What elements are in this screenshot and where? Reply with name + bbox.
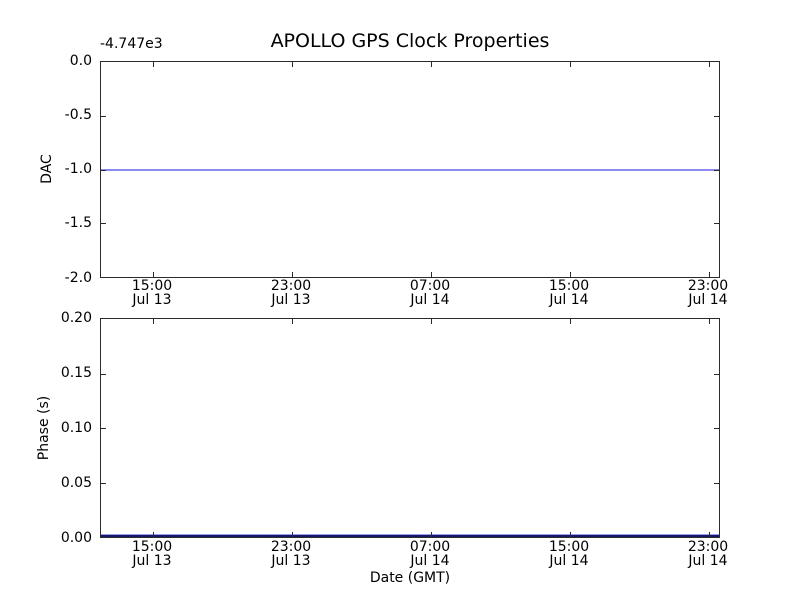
phase-series-line-highlight: [101, 534, 719, 535]
x-tick-label: 15:00 Jul 13: [107, 278, 197, 308]
y-tick-label: -0.5: [64, 107, 92, 123]
bottom-plot-area: [100, 318, 720, 538]
dac-series-line: [101, 168, 719, 171]
y-tick-label: 0.20: [60, 310, 92, 326]
x-tick-label: 23:00 Jul 14: [663, 278, 753, 308]
y-tick-mark: [101, 223, 106, 225]
x-tick-date: Jul 13: [132, 552, 172, 569]
x-tick-date: Jul 14: [688, 291, 728, 308]
x-tick-mark: [431, 62, 432, 67]
chart-title: APOLLO GPS Clock Properties: [270, 30, 550, 52]
x-tick-time: 23:00: [270, 278, 312, 294]
x-tick-mark: [709, 532, 710, 537]
x-tick-date: Jul 13: [271, 552, 311, 569]
x-tick-date: Jul 14: [410, 552, 450, 569]
x-tick-date: Jul 14: [688, 552, 728, 569]
x-tick-mark: [153, 319, 154, 324]
x-tick-mark: [709, 272, 710, 277]
y-tick-label: 0.15: [60, 365, 92, 381]
x-tick-time: 07:00: [409, 539, 451, 555]
x-tick-time: 15:00: [131, 278, 173, 294]
y-tick-mark: [714, 428, 719, 429]
x-tick-mark: [153, 272, 154, 277]
y-tick-mark: [101, 169, 106, 171]
x-tick-mark: [292, 62, 293, 67]
x-tick-label: 07:00 Jul 14: [385, 278, 475, 308]
y-tick-label: 0.0: [69, 53, 92, 69]
x-tick-mark: [292, 272, 293, 277]
x-tick-label: 23:00 Jul 13: [246, 278, 336, 308]
y-tick-mark: [714, 115, 719, 117]
x-tick-mark: [709, 319, 710, 324]
x-tick-label: 15:00 Jul 14: [524, 539, 614, 569]
x-tick-date: Jul 14: [549, 552, 589, 569]
x-tick-time: 15:00: [131, 539, 173, 555]
x-tick-mark: [570, 62, 571, 67]
phase-series-line: [101, 535, 719, 537]
x-tick-time: 23:00: [270, 539, 312, 555]
y-tick-mark: [101, 482, 106, 484]
y-axis-offset-text: -4.747e3: [100, 36, 163, 52]
x-tick-label: 23:00 Jul 14: [663, 539, 753, 569]
y-tick-mark: [714, 373, 719, 375]
x-tick-mark: [431, 319, 432, 324]
x-tick-date: Jul 14: [549, 291, 589, 308]
x-tick-mark: [570, 272, 571, 277]
x-tick-time: 15:00: [548, 278, 590, 294]
x-tick-mark: [570, 532, 571, 537]
y-tick-label: 0.00: [60, 530, 92, 546]
y-tick-mark: [714, 169, 719, 171]
x-tick-label: 15:00 Jul 14: [524, 278, 614, 308]
x-tick-label: 07:00 Jul 14: [385, 539, 475, 569]
y-tick-label: 0.10: [60, 420, 92, 436]
y-tick-mark: [101, 115, 106, 117]
x-tick-mark: [153, 532, 154, 537]
x-tick-date: Jul 14: [410, 291, 450, 308]
y-tick-label: -1.0: [64, 161, 92, 177]
y-tick-label: -1.5: [64, 215, 92, 231]
y-tick-mark: [714, 223, 719, 225]
x-tick-date: Jul 13: [271, 291, 311, 308]
top-plot-area: [100, 61, 720, 278]
x-tick-mark: [292, 532, 293, 537]
y-tick-mark: [101, 373, 106, 375]
x-tick-time: 23:00: [687, 539, 729, 555]
x-axis-label: Date (GMT): [369, 570, 451, 586]
x-tick-mark: [570, 319, 571, 324]
x-tick-date: Jul 13: [132, 291, 172, 308]
x-tick-mark: [431, 272, 432, 277]
y-tick-label: -2.0: [64, 270, 92, 286]
x-tick-time: 07:00: [409, 278, 451, 294]
x-tick-label: 15:00 Jul 13: [107, 539, 197, 569]
y-tick-label: 0.05: [60, 475, 92, 491]
x-tick-mark: [709, 62, 710, 67]
x-tick-time: 15:00: [548, 539, 590, 555]
y-tick-mark: [101, 428, 106, 429]
x-tick-mark: [292, 319, 293, 324]
x-tick-mark: [431, 532, 432, 537]
x-tick-label: 23:00 Jul 13: [246, 539, 336, 569]
y-tick-mark: [714, 482, 719, 484]
x-tick-mark: [153, 62, 154, 67]
x-tick-time: 23:00: [687, 278, 729, 294]
